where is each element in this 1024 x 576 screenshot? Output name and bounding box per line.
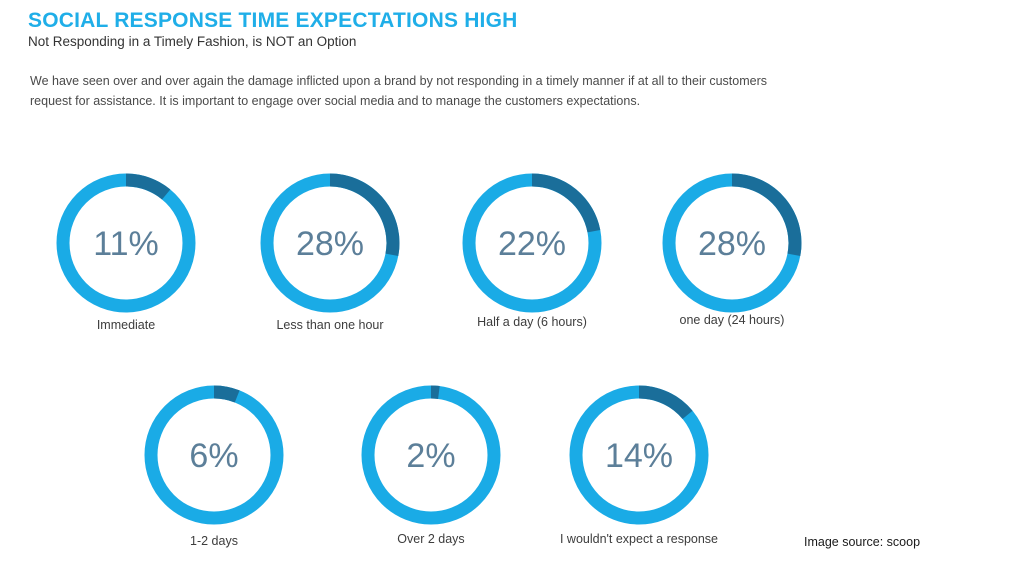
- donut-value-over-2-days: 2%: [406, 437, 455, 475]
- donut-half-a-day-6-hours: 22% Half a day (6 hours): [462, 173, 602, 329]
- intro-line-2: request for assistance. It is important …: [30, 94, 641, 108]
- donut-less-than-one-hour: 28% Less than one hour: [260, 173, 400, 332]
- donut-value-i-wouldn-t-expect-a-response: 14%: [605, 437, 673, 475]
- donut-over-2-days: 2% Over 2 days: [361, 385, 501, 546]
- donut-segment-one-day-24-hours: [731, 173, 802, 257]
- donut-label-immediate: Immediate: [97, 318, 155, 332]
- donut-segment-1-2-days: [213, 385, 240, 403]
- donut-value-half-a-day-6-hours: 22%: [498, 225, 566, 263]
- donut-label-less-than-one-hour: Less than one hour: [276, 318, 383, 332]
- donut-segment-i-wouldn-t-expect-a-response: [638, 385, 693, 420]
- image-source-credit: Image source: scoop: [804, 535, 921, 549]
- donut-value-less-than-one-hour: 28%: [296, 225, 364, 263]
- donut-label-one-day-24-hours: one day (24 hours): [680, 313, 785, 327]
- donut-i-wouldn-t-expect-a-response: 14% I wouldn't expect a response: [560, 385, 718, 546]
- intro-paragraph: We have seen over and over again the dam…: [30, 71, 790, 111]
- donut-one-day-24-hours: 28% one day (24 hours): [662, 173, 802, 327]
- donut-1-2-days: 6% 1-2 days: [144, 385, 284, 548]
- intro-line-1: We have seen over and over again the dam…: [30, 74, 768, 88]
- donut-label-over-2-days: Over 2 days: [397, 532, 464, 546]
- donut-label-half-a-day-6-hours: Half a day (6 hours): [477, 315, 587, 329]
- donut-segment-less-than-one-hour: [329, 173, 400, 257]
- donut-value-1-2-days: 6%: [189, 437, 238, 475]
- donut-label-1-2-days: 1-2 days: [190, 534, 238, 548]
- page-title: SOCIAL RESPONSE TIME EXPECTATIONS HIGH: [28, 9, 518, 32]
- donut-label-i-wouldn-t-expect-a-response: I wouldn't expect a response: [560, 532, 718, 546]
- donut-value-immediate: 11%: [93, 225, 159, 263]
- page-subtitle: Not Responding in a Timely Fashion, is N…: [28, 34, 357, 49]
- donut-segment-over-2-days: [430, 385, 440, 399]
- donut-segment-half-a-day-6-hours: [531, 173, 601, 233]
- donut-value-one-day-24-hours: 28%: [698, 225, 766, 263]
- donut-segment-immediate: [125, 173, 171, 200]
- donut-immediate: 11% Immediate: [56, 173, 196, 332]
